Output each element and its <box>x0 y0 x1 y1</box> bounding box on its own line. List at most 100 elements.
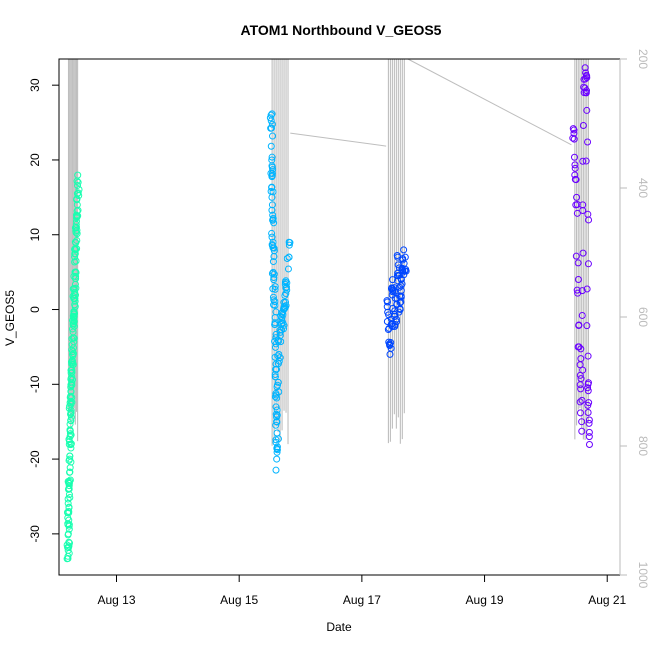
data-point <box>71 238 79 246</box>
data-point <box>268 156 276 164</box>
data-point <box>67 397 75 405</box>
data-point <box>274 360 282 368</box>
data-point <box>65 482 73 490</box>
data-point <box>273 448 281 456</box>
data-point <box>68 357 76 365</box>
data-point <box>569 134 577 142</box>
data-point <box>73 211 81 219</box>
data-point <box>583 322 591 330</box>
data-point <box>585 419 593 427</box>
y-tick-label: 10 <box>28 228 42 242</box>
data-point <box>279 319 287 327</box>
data-point <box>575 321 583 329</box>
y2-tick-label: 200 <box>636 49 650 69</box>
data-point <box>268 184 276 192</box>
data-point <box>577 355 585 363</box>
data-point <box>578 418 586 426</box>
data-point <box>585 440 593 448</box>
data-point <box>271 301 279 309</box>
data-point <box>271 285 279 293</box>
y-tick-label: 20 <box>28 153 42 167</box>
data-point <box>282 283 290 291</box>
data-point <box>274 378 282 386</box>
altitude-track-line <box>407 58 572 146</box>
data-point <box>277 338 285 346</box>
data-point <box>66 433 74 441</box>
data-point <box>280 306 288 314</box>
data-point <box>66 468 74 476</box>
data-point <box>272 365 280 373</box>
data-point <box>285 238 293 246</box>
data-point <box>273 406 281 414</box>
data-point <box>65 542 73 550</box>
x-tick-label: Aug 19 <box>466 593 504 607</box>
data-point <box>277 320 285 328</box>
data-point <box>271 283 279 291</box>
data-point <box>65 479 73 487</box>
data-point <box>277 313 285 321</box>
data-point <box>69 328 77 336</box>
data-point <box>272 410 280 418</box>
data-point <box>389 285 397 293</box>
data-point <box>65 485 73 493</box>
data-point <box>269 211 277 219</box>
data-point <box>268 153 276 161</box>
data-point <box>584 352 592 360</box>
data-point <box>272 466 280 474</box>
data-point <box>573 193 581 201</box>
data-point <box>584 384 592 392</box>
data-point <box>268 229 276 237</box>
data-point <box>396 306 404 314</box>
data-point <box>72 246 80 254</box>
data-point <box>65 503 73 511</box>
data-point <box>72 257 80 265</box>
data-point <box>282 302 290 310</box>
data-point <box>74 189 82 197</box>
data-point <box>72 273 80 281</box>
y-axis-label: V_GEOS5 <box>3 290 17 346</box>
data-point <box>266 114 274 122</box>
data-point <box>269 216 277 224</box>
data-point <box>582 157 590 165</box>
data-point <box>575 343 583 351</box>
data-point <box>73 201 81 209</box>
data-point <box>581 64 589 72</box>
data-point <box>383 298 391 306</box>
y2-tick-label: 400 <box>636 178 650 198</box>
data-point <box>571 161 579 169</box>
data-point <box>66 493 74 501</box>
data-point <box>267 124 275 132</box>
data-point <box>69 350 77 358</box>
data-point <box>584 380 592 388</box>
data-point <box>64 552 72 560</box>
data-point <box>273 429 281 437</box>
data-point <box>74 178 82 186</box>
data-point <box>67 410 75 418</box>
data-point <box>68 368 76 376</box>
data-point <box>584 138 592 146</box>
data-point <box>70 309 78 317</box>
x-tick-label: Aug 21 <box>588 593 626 607</box>
data-point <box>402 267 410 275</box>
data-point <box>391 310 399 318</box>
data-point <box>66 402 74 410</box>
data-point <box>68 373 76 381</box>
data-point <box>270 276 278 284</box>
x-tick-label: Aug 13 <box>97 593 135 607</box>
data-point <box>71 268 79 276</box>
data-point <box>65 507 73 515</box>
data-point <box>68 350 76 358</box>
data-point <box>64 554 72 562</box>
data-point <box>576 398 584 406</box>
data-point <box>271 393 279 401</box>
data-point <box>400 246 408 254</box>
data-point <box>273 455 281 463</box>
data-point <box>578 396 586 404</box>
data-point <box>268 201 276 209</box>
data-point <box>71 258 79 266</box>
data-point <box>65 539 73 547</box>
x-axis-label: Date <box>326 620 352 634</box>
y2-tick-label: 1000 <box>636 562 650 589</box>
data-point <box>269 258 277 266</box>
